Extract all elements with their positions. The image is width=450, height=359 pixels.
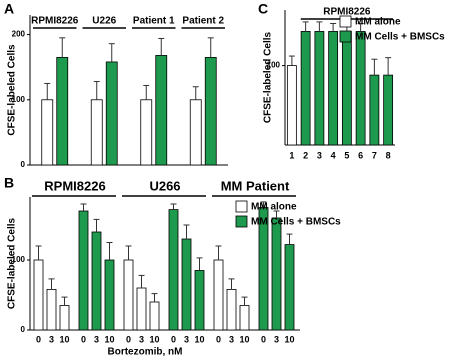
x-tick-label: 10 xyxy=(284,334,294,344)
x-tick-label: 10 xyxy=(194,334,204,344)
bar xyxy=(105,61,118,166)
x-tick-label: 4 xyxy=(331,150,336,160)
x-tick-label: 0 xyxy=(171,334,176,344)
bar xyxy=(140,99,153,166)
group-label: RPMI8226 xyxy=(31,16,79,27)
x-axis-title: Bortezomib, nM xyxy=(108,347,183,358)
bar xyxy=(314,31,325,146)
group-label: U266 xyxy=(149,178,180,193)
legend-label: MM alone xyxy=(355,17,401,28)
x-tick-label: 0 xyxy=(36,334,41,344)
x-tick-label: 7 xyxy=(372,150,377,160)
legend-label: MM Cells + BMSCs xyxy=(355,32,445,43)
bar xyxy=(149,301,160,331)
x-tick-label: 3 xyxy=(229,334,234,344)
x-tick-label: 10 xyxy=(59,334,69,344)
group-label: MM Patient xyxy=(221,178,290,193)
legend-label: MM alone xyxy=(251,202,297,213)
y-tick-label: 100 xyxy=(12,95,26,104)
x-tick-label: 3 xyxy=(139,334,144,344)
group-label: RPMI8226 xyxy=(44,178,105,193)
group-label: Patient 2 xyxy=(182,16,224,27)
bar xyxy=(33,259,44,331)
y-axis-title: CFSE-labeled Cells xyxy=(7,217,18,309)
legend-label: MM Cells + BMSCs xyxy=(251,217,341,228)
bar xyxy=(328,31,339,146)
y-tick-label: 100 xyxy=(267,61,281,70)
legend-swatch xyxy=(235,200,248,213)
bar xyxy=(341,31,352,146)
x-tick-label: 8 xyxy=(386,150,391,160)
panel-label: C xyxy=(258,1,268,17)
legend-swatch xyxy=(339,30,352,43)
y-tick-label: 0 xyxy=(21,325,26,334)
panel-label: A xyxy=(4,1,14,17)
x-tick-label: 5 xyxy=(344,150,349,160)
bar xyxy=(46,288,57,331)
x-tick-label: 0 xyxy=(261,334,266,344)
bar xyxy=(355,31,366,146)
x-tick-label: 3 xyxy=(184,334,189,344)
y-axis-title: CFSE-labeled Cells xyxy=(263,31,274,123)
x-tick-label: 10 xyxy=(149,334,159,344)
x-tick-label: 2 xyxy=(303,150,308,160)
bar xyxy=(239,305,250,331)
bar xyxy=(90,99,103,166)
panel-label: B xyxy=(4,175,14,191)
legend-swatch xyxy=(235,215,248,228)
group-label: U226 xyxy=(92,16,116,27)
y-axis-title: CFSE-labeled Cells xyxy=(7,44,18,136)
bar xyxy=(286,65,297,146)
bar xyxy=(204,56,217,166)
bar xyxy=(383,74,394,146)
group-label: Patient 1 xyxy=(133,16,175,27)
bar xyxy=(369,74,380,146)
x-tick-label: 3 xyxy=(317,150,322,160)
y-tick-label: 0 xyxy=(21,160,26,169)
x-tick-label: 0 xyxy=(81,334,86,344)
bar xyxy=(155,55,168,166)
bar xyxy=(271,217,282,331)
x-tick-label: 10 xyxy=(104,334,114,344)
bar xyxy=(189,99,202,166)
bar xyxy=(136,287,147,331)
bar xyxy=(226,288,237,331)
x-tick-label: 10 xyxy=(239,334,249,344)
bar xyxy=(213,259,224,331)
x-tick-label: 0 xyxy=(216,334,221,344)
bar xyxy=(104,259,115,331)
x-tick-label: 0 xyxy=(126,334,131,344)
y-tick-label: 200 xyxy=(12,30,26,39)
x-tick-label: 3 xyxy=(274,334,279,344)
bar xyxy=(41,99,54,166)
bar xyxy=(123,259,134,331)
x-tick-label: 6 xyxy=(358,150,363,160)
bar xyxy=(91,231,102,331)
x-tick-label: 1 xyxy=(289,150,294,160)
y-tick-label: 100 xyxy=(12,255,26,264)
bar xyxy=(168,209,179,331)
bar xyxy=(78,210,89,331)
bar xyxy=(194,270,205,331)
bar xyxy=(284,244,295,331)
bar xyxy=(300,31,311,146)
annotation: RPMI8226 xyxy=(323,7,371,18)
bar xyxy=(56,56,69,166)
bar xyxy=(59,305,70,331)
x-tick-label: 3 xyxy=(49,334,54,344)
legend-swatch xyxy=(339,15,352,28)
x-tick-label: 3 xyxy=(94,334,99,344)
bar xyxy=(181,238,192,331)
